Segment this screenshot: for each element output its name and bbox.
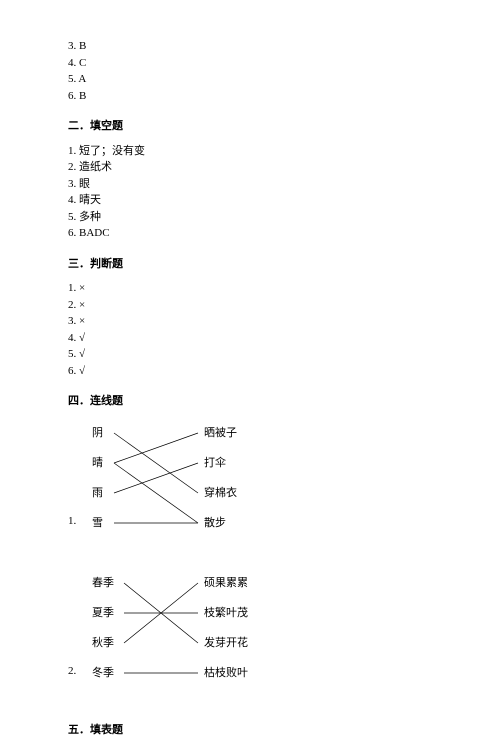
answer-line: 4. C	[68, 55, 500, 72]
fill-item: 6. BADC	[68, 225, 500, 242]
matching-q2: 春季 夏季 秋季 冬季 硕果累累 枝繁叶茂 发芽开花 枯枝败叶 2.	[68, 568, 500, 708]
judge-item: 3. ×	[68, 313, 500, 330]
answer-num: 6.	[68, 90, 76, 102]
match2-lines	[68, 568, 288, 708]
judge-item: 5. √	[68, 346, 500, 363]
judge-item: 2. ×	[68, 297, 500, 314]
matching-q1: 阴 晴 雨 雪 晒被子 打伞 穿棉衣 散步 1.	[68, 418, 500, 568]
judge-item: 4. √	[68, 330, 500, 347]
fill-item: 1. 短了；没有变	[68, 143, 500, 160]
answer-num: 4.	[68, 57, 76, 69]
answer-num: 3.	[68, 40, 76, 52]
answer-line: 3. B	[68, 38, 500, 55]
answer-page: 3. B 4. C 5. A 6. B 二．填空题 1. 短了；没有变 2. 造…	[0, 0, 500, 738]
judge-item: 6. √	[68, 363, 500, 380]
judge-answers-block: 1. × 2. × 3. × 4. √ 5. √ 6. √	[68, 280, 500, 379]
answer-val: A	[78, 73, 86, 85]
section-heading-match: 四．连线题	[68, 393, 500, 410]
fill-item: 3. 眼	[68, 176, 500, 193]
fill-item: 2. 造纸术	[68, 159, 500, 176]
section-heading-fill: 二．填空题	[68, 118, 500, 135]
answer-val: B	[79, 90, 86, 102]
answer-val: B	[79, 40, 86, 52]
section-heading-judge: 三．判断题	[68, 256, 500, 273]
top-answers-block: 3. B 4. C 5. A 6. B	[68, 38, 500, 104]
fill-item: 4. 晴天	[68, 192, 500, 209]
match1-lines	[68, 418, 288, 568]
answer-val: C	[79, 57, 86, 69]
answer-line: 5. A	[68, 71, 500, 88]
section-heading-table: 五．填表题	[68, 722, 500, 738]
answer-num: 5.	[68, 73, 76, 85]
fill-item: 5. 多种	[68, 209, 500, 226]
answer-line: 6. B	[68, 88, 500, 105]
judge-item: 1. ×	[68, 280, 500, 297]
fill-answers-block: 1. 短了；没有变 2. 造纸术 3. 眼 4. 晴天 5. 多种 6. BAD…	[68, 143, 500, 242]
